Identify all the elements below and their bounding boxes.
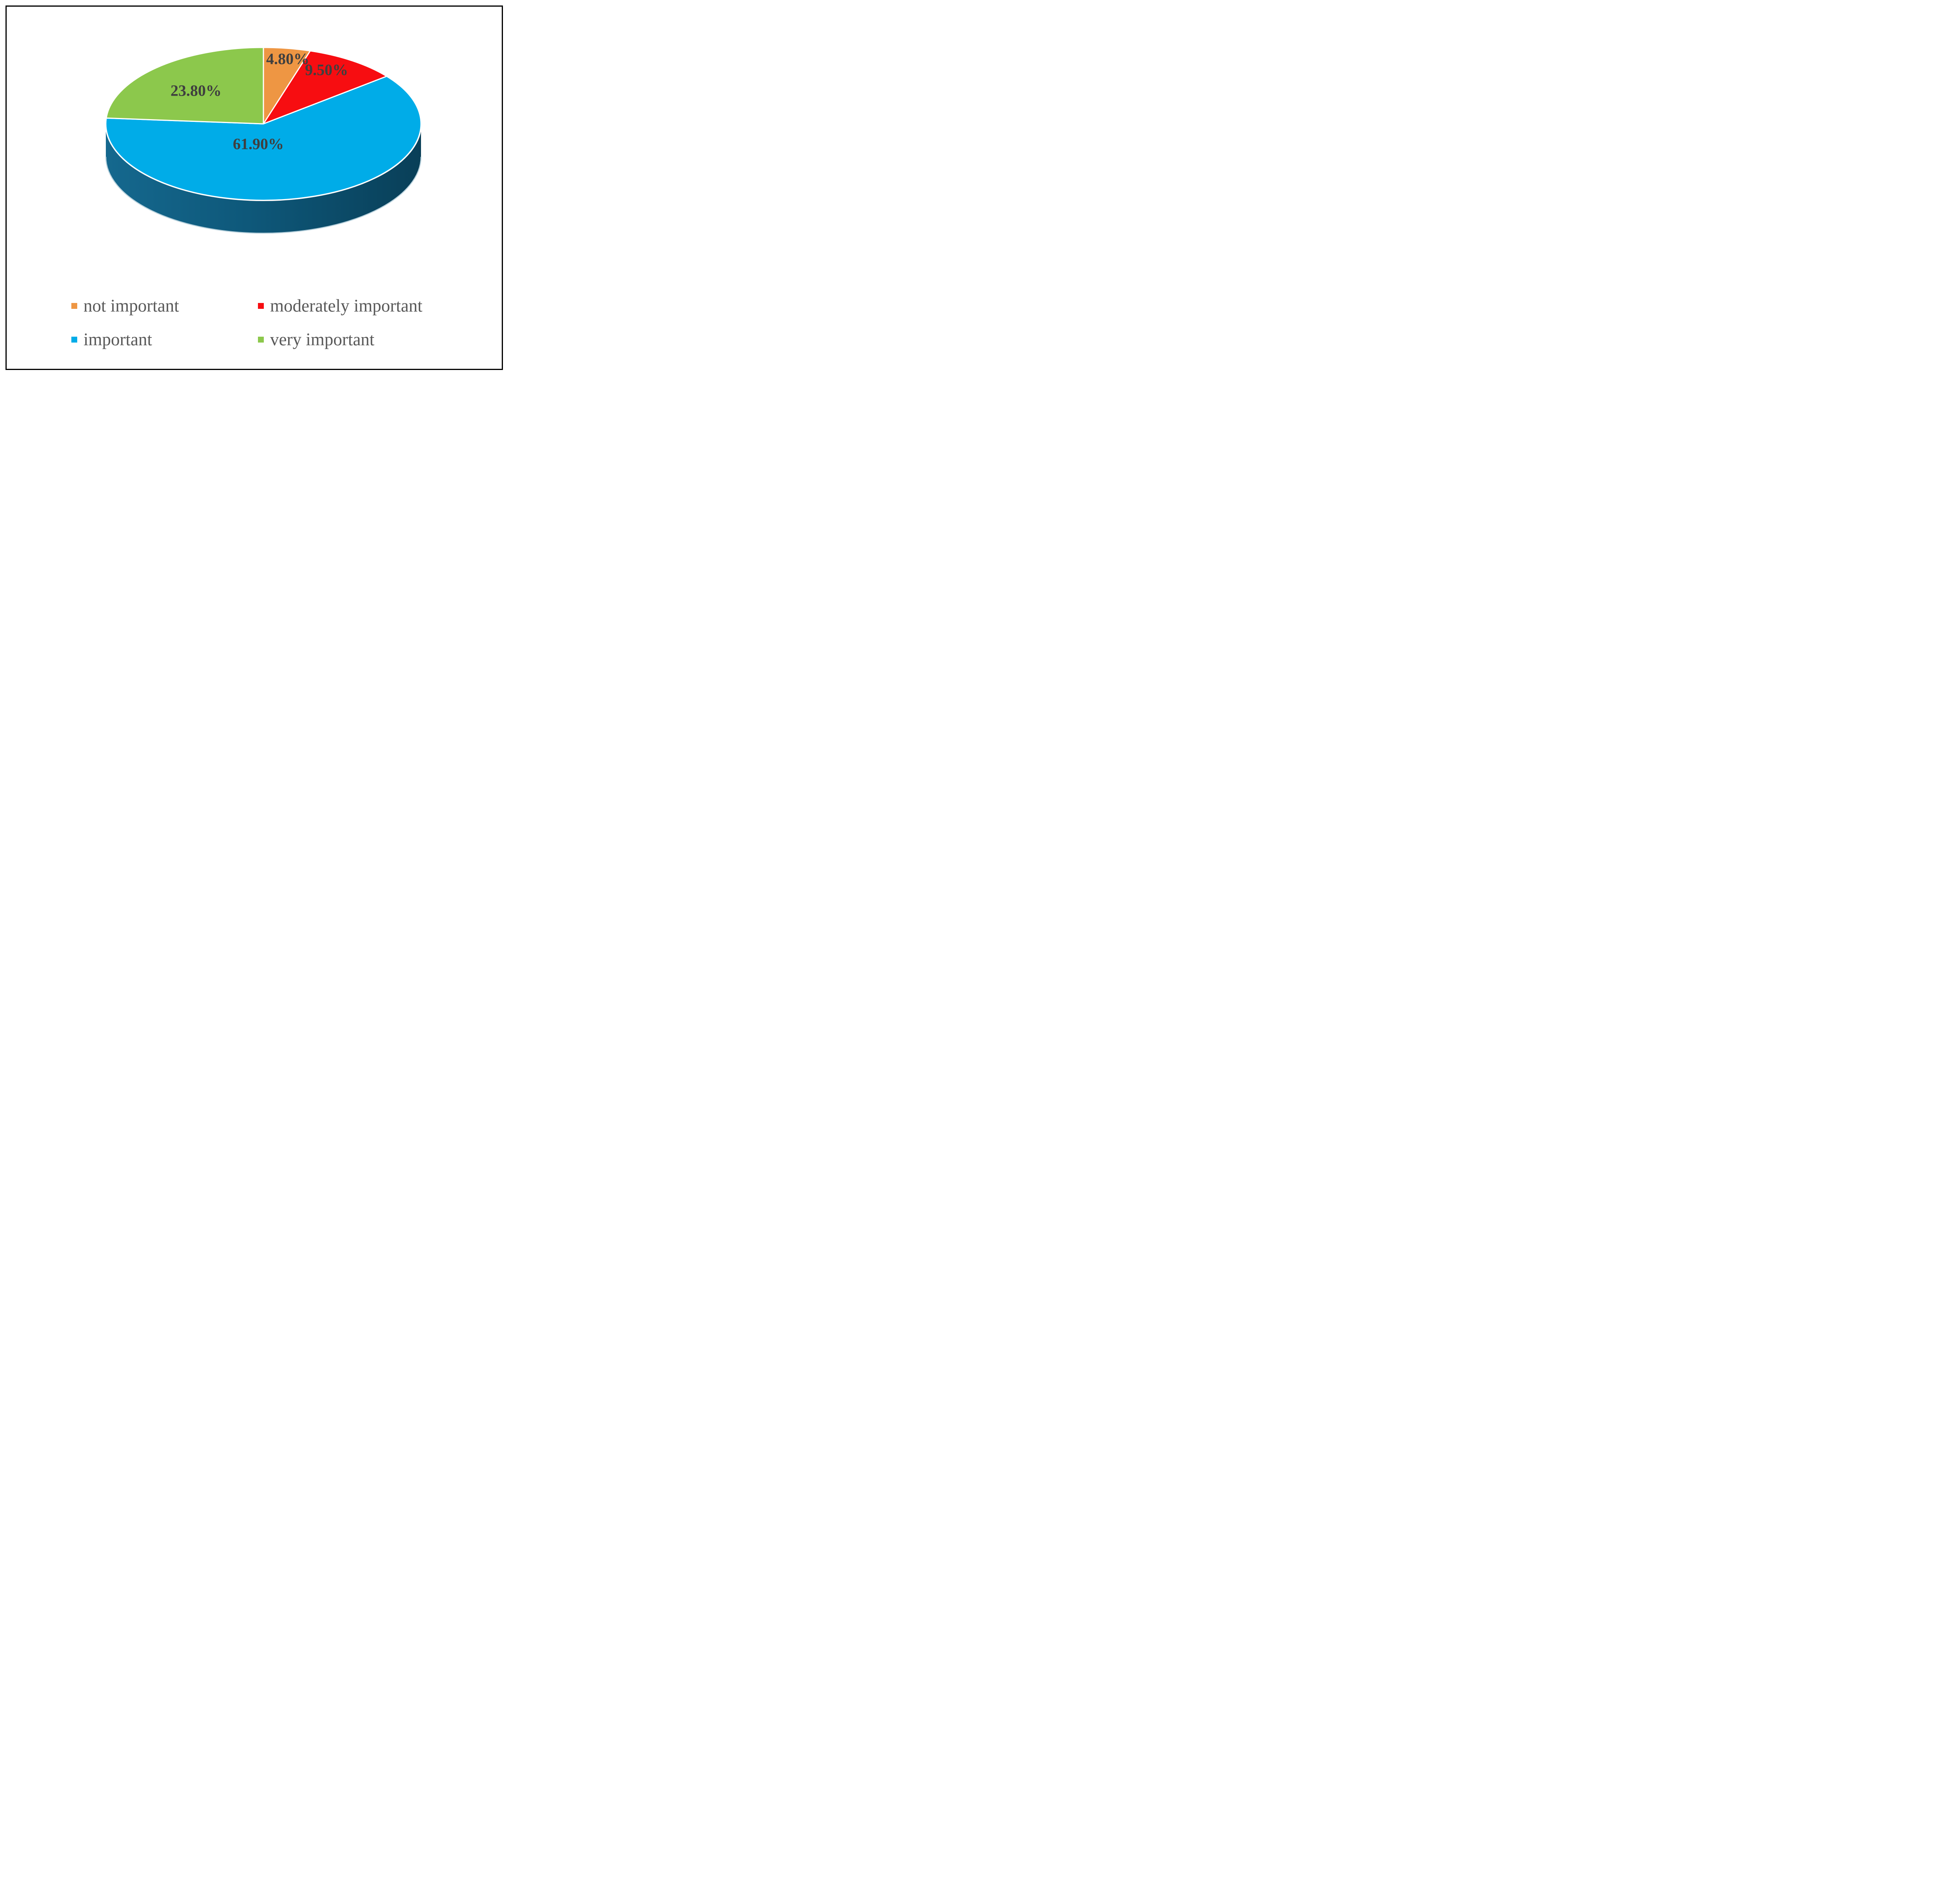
pie-slice-moderately-important — [263, 50, 387, 125]
legend-label-not-important: not important — [83, 296, 179, 316]
pie-slice-very-important — [105, 47, 264, 125]
legend-label-moderately-important: moderately important — [270, 296, 423, 316]
data-label-important: 61.90% — [233, 135, 284, 153]
data-label-very-important: 23.80% — [171, 82, 221, 100]
legend-item-not-important: not important — [71, 295, 179, 317]
legend-label-important: important — [83, 330, 152, 349]
figure-page: 4.80% 9.50% 61.90% 23.80% not important mod… — [0, 0, 508, 375]
pie-slice-important — [105, 76, 422, 201]
legend-item-important: important — [71, 328, 152, 350]
legend-item-very-important: very important — [258, 328, 374, 350]
legend-swatch-very-important — [258, 336, 264, 343]
legend-swatch-not-important — [71, 303, 77, 309]
data-label-moderately-important: 9.50% — [305, 61, 348, 79]
pie-chart: 4.80%9.50% 61.90% 23.80% — [105, 47, 422, 234]
data-label-not-important: 4.80% — [266, 50, 309, 68]
legend-swatch-moderately-important — [258, 303, 264, 309]
legend-label-very-important: very important — [270, 330, 375, 349]
pie-bottom-rim-highlight — [105, 156, 422, 234]
legend-swatch-important — [71, 336, 77, 343]
legend-item-moderately-important: moderately important — [258, 295, 423, 317]
pie-side-3d — [106, 124, 421, 233]
